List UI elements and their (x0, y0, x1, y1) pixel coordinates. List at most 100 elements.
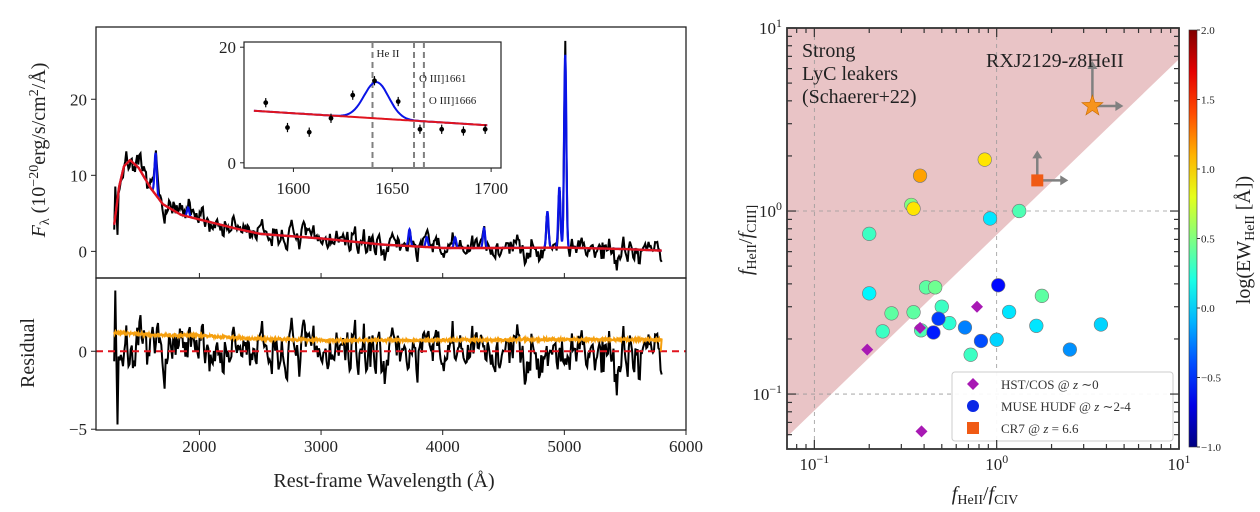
x-tick-label-part: 10 (985, 455, 1002, 474)
legend-label-part: = 6.6 (1048, 421, 1079, 436)
inset-y-tick-label: 20 (219, 38, 236, 57)
residual-panel-frame (95, 277, 687, 431)
y-tick-label: 101 (759, 16, 782, 38)
target-star-point (1081, 94, 1104, 116)
x-axis-label-part: f (952, 483, 960, 505)
muse-point (977, 152, 992, 167)
muse-point (906, 305, 921, 320)
muse-point (928, 280, 943, 295)
y-axis-label-part: F (28, 224, 50, 238)
colorbar-label: log(EWHeII [Å]) (1233, 176, 1258, 304)
muse-point (1034, 288, 1049, 303)
y-axis-label: Fλ (10−20erg/s/cm2/Å) (27, 63, 53, 239)
x-tick-label-part: 0 (1002, 452, 1008, 466)
x-tick-label: 100 (985, 452, 1008, 474)
error-spectrum-line (113, 328, 663, 352)
x-tick-label: 3000 (304, 437, 338, 456)
data-point (263, 100, 269, 106)
arrow-head-icon (1115, 100, 1124, 111)
colorbar-tick-label: 1.5 (1201, 95, 1215, 107)
muse-point (931, 311, 946, 326)
x-axis-label-part: f (989, 483, 997, 505)
y-tick-label: 0 (79, 242, 88, 261)
x-tick-label: 2000 (182, 437, 216, 456)
y-tick-label-part: 1 (776, 16, 782, 30)
inset-x-tick-label: 1700 (474, 179, 508, 198)
y-tick-label-part: −1 (769, 382, 782, 396)
target-label: RXJ2129-z8HeII (986, 50, 1124, 72)
y-tick-label: 100 (759, 199, 782, 221)
y-tick-label-part: 10 (759, 19, 776, 38)
x-tick-label-part: 10 (800, 455, 817, 474)
legend-label-part: ∼2-4 (1099, 399, 1131, 414)
y-axis-label-part: 2 (27, 89, 42, 96)
y-axis-label-part: f (735, 267, 757, 275)
y-tick-label-part: 10 (759, 202, 776, 221)
residual-axis-label: Residual (17, 318, 39, 388)
data-point (372, 78, 377, 84)
y-axis-label: fHeII/fCIII] (735, 205, 760, 275)
x-tick-label-part: −1 (817, 452, 830, 466)
data-point (395, 99, 401, 104)
y-tick-label: 20 (70, 90, 87, 109)
region-label: LyC leakers (802, 63, 898, 85)
x-tick-label-part: 1 (1185, 452, 1191, 466)
scatter-plot-area (787, 28, 1179, 449)
colorbar-tick-label: 2.0 (1201, 25, 1215, 37)
residual-line (113, 290, 663, 425)
muse-point (906, 201, 921, 216)
colorbar-tick-label: −0.5 (1201, 373, 1221, 385)
colorbar (1188, 29, 1198, 448)
colorbar-tick-label: 1.0 (1201, 164, 1215, 176)
x-tick-label: 10−1 (800, 452, 830, 474)
x-tick-label: 4000 (426, 437, 460, 456)
data-point (306, 129, 312, 135)
hst-cos-point (915, 425, 928, 438)
muse-point (875, 324, 890, 339)
muse-point (926, 325, 941, 340)
x-tick-label: 6000 (669, 437, 703, 456)
residual-plot-area (96, 290, 686, 425)
legend-label-part: z (1093, 399, 1099, 414)
muse-point (963, 347, 978, 362)
data-point (350, 92, 356, 98)
region-label: Strong (802, 40, 855, 62)
y-axis-label-part: /Å) (28, 63, 50, 90)
scatter-frame (786, 27, 1180, 450)
muse-point (1062, 342, 1077, 357)
inset-x-tick-label: 1650 (375, 179, 409, 198)
colorbar-label-part: HeII (1243, 215, 1258, 241)
muse-point (884, 306, 899, 321)
observed-spectrum-line (113, 40, 663, 271)
legend-label-part: HST/COS @ (1001, 377, 1073, 392)
y-axis-label-part: CIII] (745, 205, 760, 233)
arrow-head-icon (1060, 175, 1069, 186)
inset-y-tick-label: 0 (228, 154, 237, 173)
muse-point (989, 332, 1004, 347)
muse-point (912, 168, 928, 183)
hst-cos-point (914, 321, 927, 334)
x-tick-label: 101 (1168, 452, 1191, 474)
data-point (417, 126, 423, 132)
legend-label: HST/COS @ z ∼0 (1001, 377, 1099, 392)
data-point (461, 128, 466, 134)
muse-point (1012, 203, 1027, 219)
x-tick-label: 5000 (547, 437, 581, 456)
y-tick-label: 10−1 (752, 382, 782, 404)
legend-box (951, 371, 1174, 442)
muse-point (1029, 318, 1044, 333)
y-axis-label-part: −20 (27, 165, 42, 187)
y-tick-label-part: 10 (752, 385, 769, 404)
x-tick-label-part: 10 (1168, 455, 1185, 474)
legend-label: CR7 @ z = 6.6 (1001, 421, 1079, 436)
colorbar-tick-label: 0.5 (1201, 234, 1215, 246)
arrow-head-icon (1032, 150, 1043, 159)
x-axis-label-part: / (983, 483, 989, 505)
y-axis-label-part: erg/s/cm (28, 96, 50, 165)
legend-circle-icon (967, 400, 979, 412)
legend-label-part: MUSE HUDF @ (1001, 399, 1094, 414)
colorbar-label-part: log(EW (1233, 241, 1255, 304)
continuum-model-line (113, 158, 662, 252)
